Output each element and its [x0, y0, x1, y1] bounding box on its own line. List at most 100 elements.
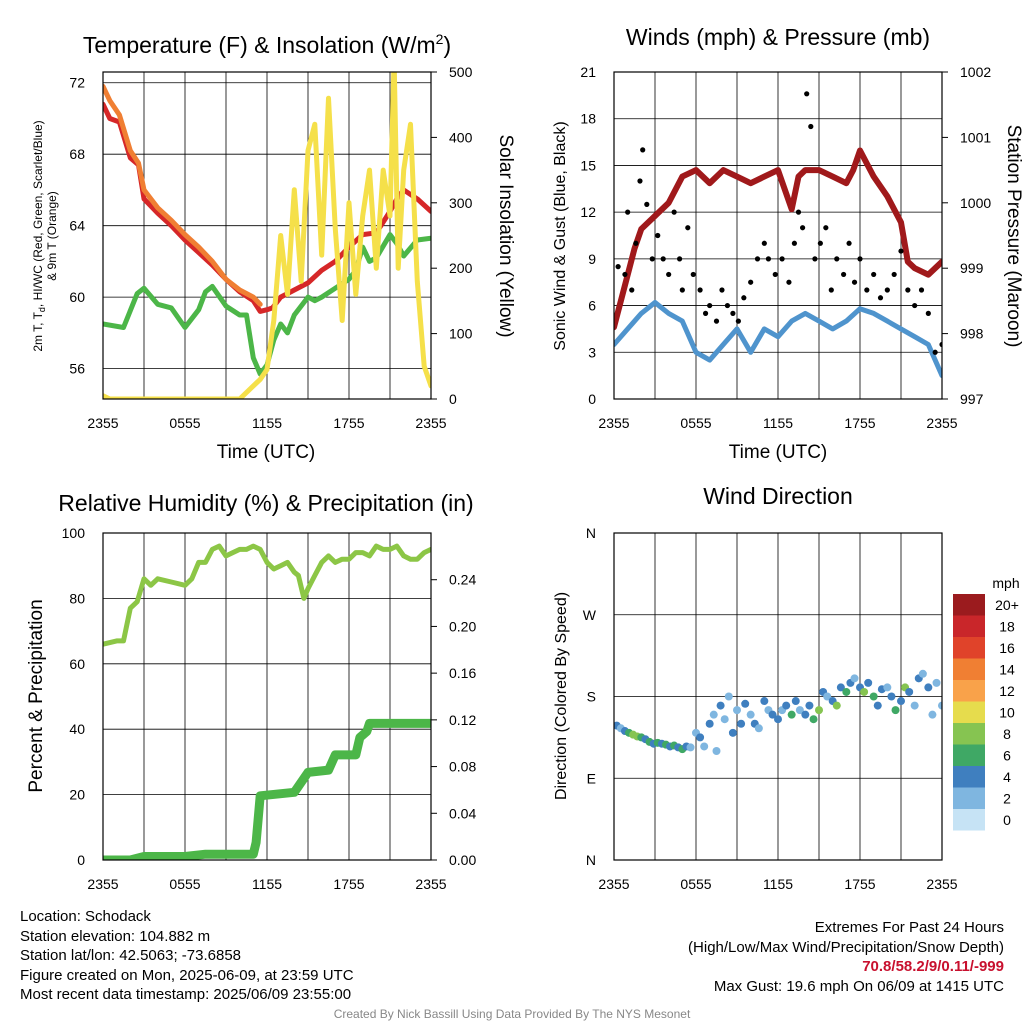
- winds-gust-point: [857, 256, 863, 262]
- direction-y-tick-label: W: [583, 607, 597, 623]
- wind-direction-point: [809, 715, 818, 724]
- winds-gust-point: [812, 256, 818, 262]
- temperature-y2-tick-label: 0: [449, 391, 457, 407]
- humidity-chart-title: Relative Humidity (%) & Precipitation (i…: [58, 490, 473, 516]
- temperature-y-tick-label: 68: [69, 146, 85, 162]
- winds-gust-point: [761, 240, 767, 246]
- winds-gust-point: [918, 287, 925, 293]
- humidity-y-tick-label: 40: [69, 721, 85, 737]
- legend-label: 16: [999, 640, 1015, 656]
- temperature-x-tick-label: 0555: [169, 415, 200, 431]
- temperature-y2-tick-label: 400: [449, 129, 473, 145]
- legend-swatch: [953, 594, 985, 616]
- humidity-x-tick-label: 2355: [415, 876, 446, 892]
- winds-gust-point: [804, 91, 810, 97]
- direction-x-tick-label: 1155: [763, 876, 793, 892]
- location-text: Location: Schodack: [20, 908, 151, 925]
- temperature-x-tick-label: 2355: [87, 415, 118, 431]
- wind-direction-point: [716, 701, 725, 710]
- wind-direction-point: [836, 683, 845, 692]
- wind-direction-point: [897, 697, 905, 706]
- winds-gust-point: [877, 295, 884, 301]
- wind-direction-point: [928, 710, 937, 719]
- winds-gust-point: [817, 240, 823, 246]
- winds-y2-tick-label: 1000: [960, 195, 991, 211]
- wind-direction-point: [795, 706, 804, 715]
- winds-gust-point: [625, 209, 631, 215]
- humidity-plot-frame: [102, 532, 432, 861]
- legend-label: 14: [999, 661, 1015, 677]
- extremes-info: Extremes For Past 24 Hours (High/Low/Max…: [688, 918, 1004, 996]
- wind-direction-point: [801, 710, 810, 719]
- credit-text: Created By Nick Bassill Using Data Provi…: [333, 1007, 691, 1021]
- winds-gust-point: [702, 310, 709, 316]
- legend-label: 20+: [995, 597, 1019, 613]
- created-text: Figure created on Mon, 2025-06-09, at 23…: [20, 966, 354, 984]
- winds-gust-point: [884, 287, 890, 293]
- humidity-x-tick-label: 1755: [333, 876, 364, 892]
- winds-gust-point: [685, 225, 691, 231]
- legend-label: 10: [999, 704, 1015, 720]
- temperature-y-tick-label: 56: [69, 361, 85, 377]
- legend-label: 6: [1003, 747, 1011, 763]
- winds-y-tick-label: 15: [580, 157, 596, 173]
- winds-y2-tick-label: 1002: [960, 64, 991, 80]
- direction-chart-title: Wind Direction: [703, 483, 853, 509]
- temperature-y-tick-label: 64: [69, 218, 85, 234]
- latlon-text: Station lat/lon: 42.5063; -73.6858: [20, 947, 242, 964]
- winds-gust-point: [615, 264, 621, 270]
- winds-gust-point: [795, 209, 802, 215]
- wind-direction-point: [791, 697, 800, 706]
- legend-swatch: [953, 637, 985, 659]
- wind-direction-point: [864, 678, 873, 687]
- humidity-y2-tick-label: 0.12: [449, 712, 476, 728]
- winds-gust-point: [864, 287, 870, 293]
- winds-y-tick-label: 12: [580, 204, 596, 220]
- station-info: Location: Schodack Station elevation: 10…: [20, 907, 354, 1005]
- winds-gust-point: [671, 209, 677, 215]
- winds-gust-point: [800, 225, 806, 231]
- winds-gust-point: [912, 302, 918, 309]
- winds-plot-frame: [613, 71, 943, 400]
- legend-label: 8: [1003, 726, 1011, 742]
- wind-direction-point: [832, 701, 841, 710]
- temperature-x-tick-label: 1155: [252, 415, 282, 431]
- winds-gust-point: [707, 302, 713, 309]
- winds-y2-tick-label: 999: [960, 260, 984, 276]
- humidity-y2-tick-label: 0.20: [449, 618, 476, 634]
- legend-swatch: [953, 658, 985, 680]
- wind-direction-point: [905, 687, 914, 696]
- winds-y-tick-label: 18: [580, 111, 596, 127]
- winds-series-line-1: [614, 300, 942, 379]
- legend-title: mph: [992, 575, 1019, 591]
- recent-data-text: Most recent data timestamp: 2025/06/09 2…: [20, 986, 352, 1003]
- temp-y2-axis-label: Solar Insolation (Yellow): [495, 134, 516, 337]
- wind-direction-point: [815, 706, 823, 715]
- humidity-y-tick-label: 100: [62, 525, 86, 541]
- wind-direction-point: [705, 719, 714, 728]
- wind-direction-point: [746, 710, 755, 719]
- winds-gust-point: [932, 349, 938, 355]
- legend-label: 4: [1003, 769, 1011, 785]
- max-gust-text: Max Gust: 19.6 mph On 06/09 at 1415 UTC: [713, 977, 1004, 995]
- winds-gust-point: [871, 271, 877, 278]
- wind-direction-point: [787, 710, 796, 719]
- winds-gust-point: [772, 271, 778, 278]
- winds-gust-point: [677, 256, 683, 262]
- temperature-x-tick-label: 2355: [415, 415, 446, 431]
- winds-y-axis-label: Sonic Wind & Gust (Blue, Black): [552, 121, 569, 350]
- temperature-series-line-1: [103, 232, 431, 377]
- wind-direction-point: [883, 683, 892, 692]
- humidity-series-line-1: [103, 718, 431, 860]
- wind-direction-point: [850, 674, 859, 683]
- winds-gust-point: [622, 271, 628, 278]
- wind-direction-point: [918, 669, 927, 678]
- temp-y-axis-label-line2: & 9m T (Orange): [45, 191, 59, 281]
- humidity-x-tick-label: 0555: [169, 876, 200, 892]
- humidity-y-tick-label: 80: [69, 590, 85, 606]
- winds-y-tick-label: 3: [588, 344, 596, 360]
- extremes-title: Extremes For Past 24 Hours: [814, 919, 1004, 936]
- winds-x-tick-label: 1755: [844, 415, 875, 431]
- temperature-plot-frame: [102, 71, 432, 400]
